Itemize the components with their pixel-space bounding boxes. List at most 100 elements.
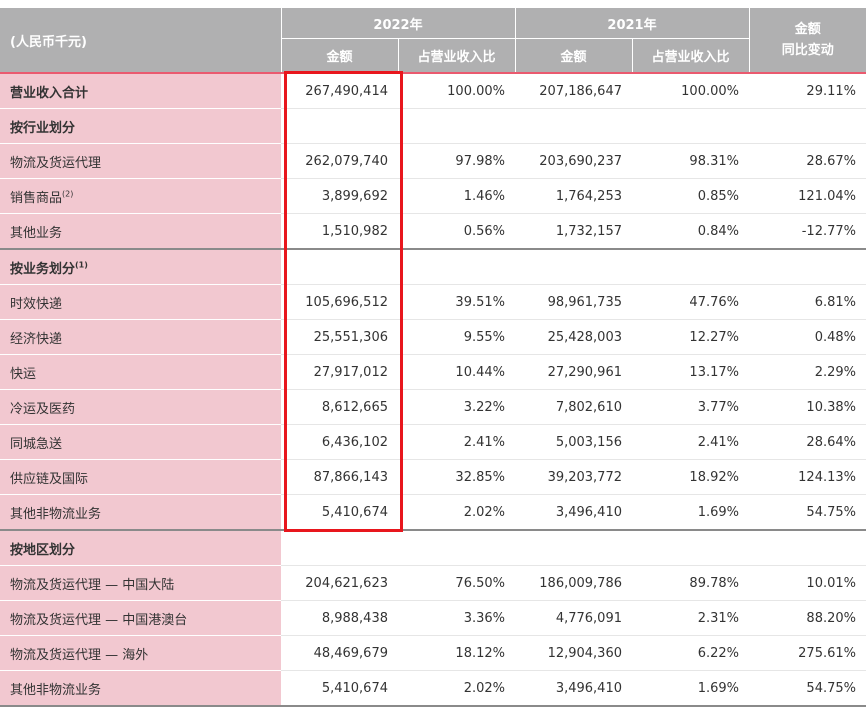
row-footnote: (2) (62, 189, 74, 199)
row-label: 快运 (0, 354, 281, 390)
empty-cell (281, 248, 398, 285)
ratio-2021-cell: 2.31% (632, 600, 749, 636)
empty-cell (632, 108, 749, 144)
ratio-2021-cell: 1.69% (632, 670, 749, 707)
amount-2022-cell: 5,410,674 (281, 670, 398, 707)
amount-2022-cell: 25,551,306 (281, 319, 398, 355)
change-cell: 28.67% (749, 143, 866, 179)
change-cell: 10.01% (749, 565, 866, 601)
revenue-table: (人民币千元) 2022年 2021年 金额 同比变动 金额 占营业收入比 金额… (0, 8, 866, 707)
row-label: 时效快递 (0, 284, 281, 320)
table-row: 销售商品(2) 3,899,692 1.46% 1,764,253 0.85% 121.0… (0, 178, 866, 214)
ratio-2022-cell: 2.41% (398, 424, 515, 460)
row-label-text: 同城急送 (10, 436, 63, 452)
row-label: 物流及货运代理 (0, 143, 281, 179)
table-row: 物流及货运代理 — 海外 48,469,679 18.12% 12,904,360 6.… (0, 635, 866, 671)
total-ratio-2022: 100.00% (398, 72, 515, 109)
ratio-2022-header: 占营业收入比 (397, 38, 515, 73)
total-label: 营业收入合计 (0, 72, 281, 109)
amount-2021-cell: 12,904,360 (515, 635, 632, 671)
change-header: 金额 同比变动 (748, 8, 866, 73)
section-row: 按地区划分 (0, 529, 866, 566)
row-label: 供应链及国际 (0, 459, 281, 495)
amount-2021-cell: 186,009,786 (515, 565, 632, 601)
amount-2021-cell: 1,732,157 (515, 213, 632, 250)
row-label-text: 时效快递 (10, 296, 63, 312)
table-row: 时效快递 105,696,512 39.51% 98,961,735 47.76% 6.8… (0, 284, 866, 320)
ratio-2022-cell: 9.55% (398, 319, 515, 355)
empty-cell (398, 248, 515, 285)
section-title: 按业务划分(1) (0, 248, 281, 285)
table-row: 快运 27,917,012 10.44% 27,290,961 13.17% 2.29% (0, 354, 866, 390)
table-row: 其他非物流业务 5,410,674 2.02% 3,496,410 1.69% 54.75… (0, 494, 866, 531)
ratio-2022-cell: 0.56% (398, 213, 515, 250)
change-cell: 54.75% (749, 494, 866, 531)
ratio-2021-cell: 98.31% (632, 143, 749, 179)
change-cell: 121.04% (749, 178, 866, 214)
change-cell: 124.13% (749, 459, 866, 495)
table-row: 物流及货运代理 — 中国大陆 204,621,623 76.50% 186,009,7… (0, 565, 866, 601)
ratio-2022-cell: 39.51% (398, 284, 515, 320)
empty-cell (398, 529, 515, 566)
empty-cell (749, 529, 866, 566)
row-label: 物流及货运代理 — 中国港澳台 (0, 600, 281, 636)
ratio-2022-cell: 2.02% (398, 670, 515, 707)
row-label-text: 物流及货运代理 — 中国大陆 (10, 577, 175, 593)
amount-2021-cell: 25,428,003 (515, 319, 632, 355)
section-row: 按行业划分 (0, 108, 866, 144)
amount-2021-cell: 98,961,735 (515, 284, 632, 320)
ratio-2021-cell: 12.27% (632, 319, 749, 355)
change-cell: 88.20% (749, 600, 866, 636)
empty-cell (281, 529, 398, 566)
empty-cell (281, 108, 398, 144)
ratio-2021-cell: 13.17% (632, 354, 749, 390)
section-row: 按业务划分(1) (0, 248, 866, 285)
amount-2022-cell: 27,917,012 (281, 354, 398, 390)
amount-2022-cell: 262,079,740 (281, 143, 398, 179)
row-label-text: 其他非物流业务 (10, 506, 102, 522)
table-header: (人民币千元) 2022年 2021年 金额 同比变动 金额 占营业收入比 金额… (0, 8, 866, 73)
table-row: 其他业务 1,510,982 0.56% 1,732,157 0.84% -12.77% (0, 213, 866, 250)
change-cell: 275.61% (749, 635, 866, 671)
section-title-text: 按行业划分 (10, 120, 76, 136)
empty-cell (632, 248, 749, 285)
ratio-2021-cell: 6.22% (632, 635, 749, 671)
amount-2022-cell: 204,621,623 (281, 565, 398, 601)
total-change: 29.11% (749, 72, 866, 109)
section-title: 按行业划分 (0, 108, 281, 144)
amount-2021-cell: 5,003,156 (515, 424, 632, 460)
row-label-text: 其他业务 (10, 225, 63, 241)
amount-2022-cell: 87,866,143 (281, 459, 398, 495)
change-cell: 28.64% (749, 424, 866, 460)
row-label: 物流及货运代理 — 中国大陆 (0, 565, 281, 601)
row-label-text: 其他非物流业务 (10, 682, 102, 698)
row-label-text: 冷运及医药 (10, 401, 76, 417)
row-label-text: 物流及货运代理 — 海外 (10, 647, 149, 663)
table-row: 冷运及医药 8,612,665 3.22% 7,802,610 3.77% 10.38% (0, 389, 866, 425)
ratio-2022-cell: 18.12% (398, 635, 515, 671)
empty-cell (398, 108, 515, 144)
ratio-2022-cell: 3.22% (398, 389, 515, 425)
amount-2021-cell: 3,496,410 (515, 670, 632, 707)
amount-2022-cell: 8,612,665 (281, 389, 398, 425)
amount-2022-cell: 8,988,438 (281, 600, 398, 636)
change-header-line2: 同比变动 (781, 43, 834, 58)
row-label: 同城急送 (0, 424, 281, 460)
ratio-2022-cell: 97.98% (398, 143, 515, 179)
amount-2022-cell: 3,899,692 (281, 178, 398, 214)
change-cell: -12.77% (749, 213, 866, 250)
row-label-text: 供应链及国际 (10, 471, 89, 487)
ratio-2022-cell: 32.85% (398, 459, 515, 495)
amount-2021-cell: 1,764,253 (515, 178, 632, 214)
row-label: 其他业务 (0, 213, 281, 250)
row-label: 销售商品(2) (0, 178, 281, 214)
row-label-text: 物流及货运代理 (10, 155, 102, 171)
ratio-2021-cell: 18.92% (632, 459, 749, 495)
section-footnote: (1) (75, 260, 88, 270)
empty-cell (749, 248, 866, 285)
change-header-line1: 金额 (794, 22, 821, 37)
ratio-2022-cell: 1.46% (398, 178, 515, 214)
amount-2022-header: 金额 (280, 38, 398, 73)
change-cell: 0.48% (749, 319, 866, 355)
row-label-text: 经济快递 (10, 331, 63, 347)
